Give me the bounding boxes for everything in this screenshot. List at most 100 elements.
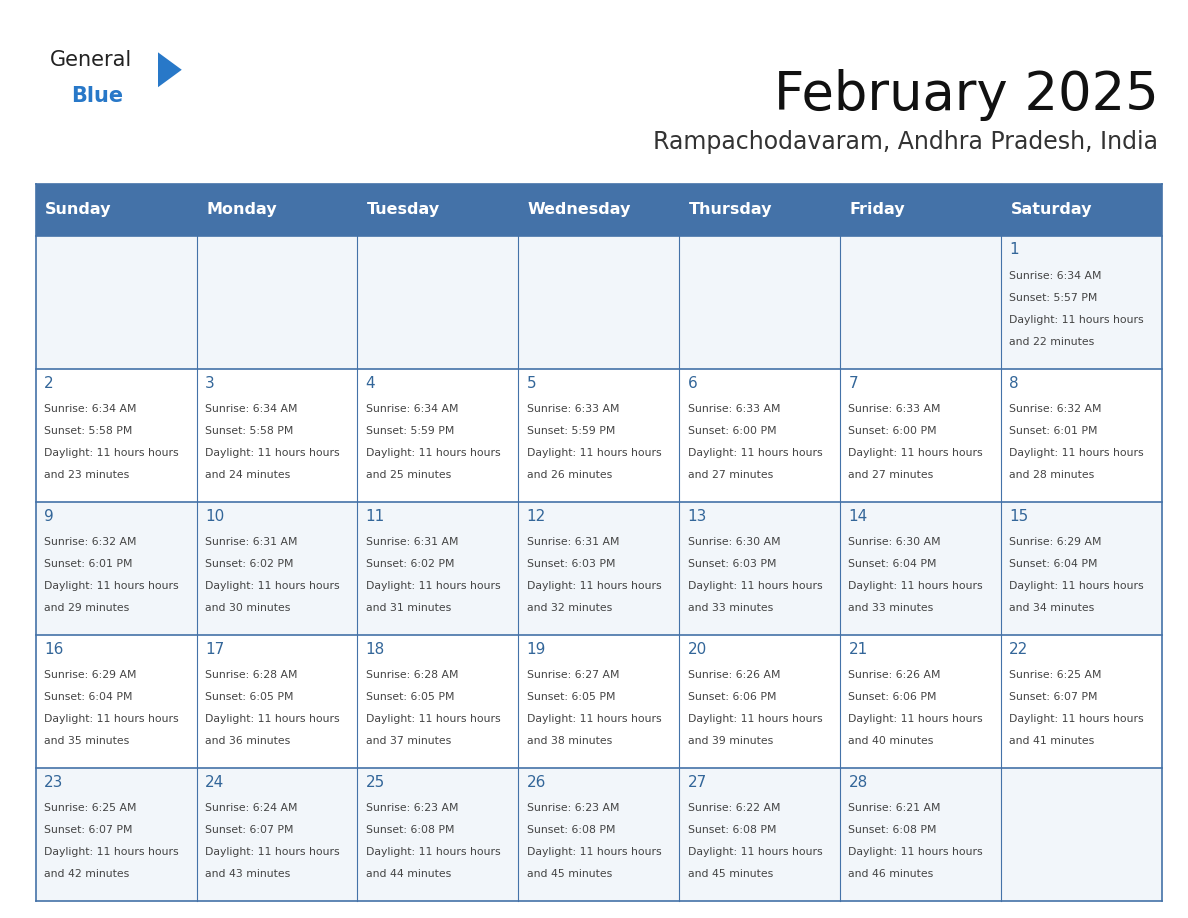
Bar [36, 236, 196, 369]
Text: 3: 3 [204, 375, 215, 390]
Text: Daylight: 11 hours hours: Daylight: 11 hours hours [526, 847, 662, 857]
Text: Daylight: 11 hours hours: Daylight: 11 hours hours [1010, 315, 1144, 325]
Bar [680, 502, 840, 635]
Text: and 23 minutes: and 23 minutes [44, 470, 129, 480]
Text: and 22 minutes: and 22 minutes [1010, 337, 1094, 347]
Text: Daylight: 11 hours hours: Daylight: 11 hours hours [44, 714, 178, 724]
Text: Rampachodavaram, Andhra Pradesh, India: Rampachodavaram, Andhra Pradesh, India [653, 130, 1158, 154]
Text: General: General [50, 50, 132, 71]
Bar [358, 236, 518, 369]
Text: 20: 20 [688, 642, 707, 656]
Bar [840, 502, 1001, 635]
Text: Daylight: 11 hours hours: Daylight: 11 hours hours [44, 448, 178, 458]
Text: Sunset: 6:05 PM: Sunset: 6:05 PM [526, 692, 615, 702]
Text: and 45 minutes: and 45 minutes [688, 869, 772, 879]
Text: Daylight: 11 hours hours: Daylight: 11 hours hours [1010, 714, 1144, 724]
Text: Sunset: 5:57 PM: Sunset: 5:57 PM [1010, 293, 1098, 303]
Text: Sunrise: 6:34 AM: Sunrise: 6:34 AM [1010, 271, 1101, 281]
Text: 14: 14 [848, 509, 867, 523]
Text: Daylight: 11 hours hours: Daylight: 11 hours hours [526, 581, 662, 591]
Text: 18: 18 [366, 642, 385, 656]
Text: Sunrise: 6:31 AM: Sunrise: 6:31 AM [204, 537, 297, 547]
Text: 6: 6 [688, 375, 697, 390]
Text: Sunrise: 6:33 AM: Sunrise: 6:33 AM [848, 404, 941, 414]
Text: Sunset: 6:04 PM: Sunset: 6:04 PM [1010, 559, 1098, 569]
Text: 4: 4 [366, 375, 375, 390]
Bar [36, 768, 196, 901]
Bar [518, 236, 680, 369]
Text: and 36 minutes: and 36 minutes [204, 736, 290, 746]
Text: Sunrise: 6:34 AM: Sunrise: 6:34 AM [366, 404, 459, 414]
Text: Daylight: 11 hours hours: Daylight: 11 hours hours [688, 448, 822, 458]
Text: Sunset: 6:07 PM: Sunset: 6:07 PM [204, 825, 293, 835]
Text: Sunrise: 6:33 AM: Sunrise: 6:33 AM [688, 404, 781, 414]
Text: 9: 9 [44, 509, 53, 523]
Text: 16: 16 [44, 642, 63, 656]
Text: Sunset: 6:08 PM: Sunset: 6:08 PM [526, 825, 615, 835]
Text: Sunset: 6:03 PM: Sunset: 6:03 PM [526, 559, 615, 569]
Text: and 39 minutes: and 39 minutes [688, 736, 772, 746]
Text: Sunset: 6:07 PM: Sunset: 6:07 PM [1010, 692, 1098, 702]
Text: and 45 minutes: and 45 minutes [526, 869, 612, 879]
Text: Daylight: 11 hours hours: Daylight: 11 hours hours [44, 581, 178, 591]
Bar [36, 184, 196, 236]
Text: and 40 minutes: and 40 minutes [848, 736, 934, 746]
Bar [36, 635, 196, 768]
Bar [1001, 184, 1162, 236]
Text: Wednesday: Wednesday [527, 202, 631, 218]
Text: Sunset: 6:02 PM: Sunset: 6:02 PM [204, 559, 293, 569]
Text: Daylight: 11 hours hours: Daylight: 11 hours hours [688, 847, 822, 857]
Text: Daylight: 11 hours hours: Daylight: 11 hours hours [526, 714, 662, 724]
Text: Sunset: 6:08 PM: Sunset: 6:08 PM [366, 825, 454, 835]
Bar [196, 236, 358, 369]
Text: and 38 minutes: and 38 minutes [526, 736, 612, 746]
Text: Daylight: 11 hours hours: Daylight: 11 hours hours [848, 448, 982, 458]
Bar [1001, 236, 1162, 369]
Text: Sunrise: 6:32 AM: Sunrise: 6:32 AM [44, 537, 137, 547]
Bar [840, 236, 1001, 369]
Text: Sunset: 6:06 PM: Sunset: 6:06 PM [848, 692, 937, 702]
Text: Daylight: 11 hours hours: Daylight: 11 hours hours [366, 448, 500, 458]
Text: Sunrise: 6:22 AM: Sunrise: 6:22 AM [688, 803, 781, 813]
Bar [358, 369, 518, 502]
Text: Sunrise: 6:26 AM: Sunrise: 6:26 AM [688, 670, 781, 680]
Text: Sunset: 6:00 PM: Sunset: 6:00 PM [848, 426, 937, 436]
Text: 24: 24 [204, 775, 225, 789]
Bar [36, 369, 196, 502]
Text: Sunset: 5:58 PM: Sunset: 5:58 PM [44, 426, 132, 436]
Bar [1001, 635, 1162, 768]
Bar [518, 635, 680, 768]
Text: Sunrise: 6:30 AM: Sunrise: 6:30 AM [848, 537, 941, 547]
Text: and 24 minutes: and 24 minutes [204, 470, 290, 480]
Text: Sunrise: 6:24 AM: Sunrise: 6:24 AM [204, 803, 297, 813]
Polygon shape [158, 52, 182, 87]
Text: 19: 19 [526, 642, 546, 656]
Text: Daylight: 11 hours hours: Daylight: 11 hours hours [848, 847, 982, 857]
Text: 23: 23 [44, 775, 63, 789]
Text: Sunrise: 6:31 AM: Sunrise: 6:31 AM [366, 537, 459, 547]
Bar [680, 635, 840, 768]
Text: 8: 8 [1010, 375, 1019, 390]
Bar [358, 502, 518, 635]
Text: Sunset: 6:04 PM: Sunset: 6:04 PM [44, 692, 132, 702]
Text: and 31 minutes: and 31 minutes [366, 603, 451, 613]
Bar [840, 768, 1001, 901]
Text: and 44 minutes: and 44 minutes [366, 869, 451, 879]
Text: and 29 minutes: and 29 minutes [44, 603, 129, 613]
Text: 27: 27 [688, 775, 707, 789]
Text: Daylight: 11 hours hours: Daylight: 11 hours hours [204, 448, 340, 458]
Text: Daylight: 11 hours hours: Daylight: 11 hours hours [688, 714, 822, 724]
Text: and 43 minutes: and 43 minutes [204, 869, 290, 879]
Bar [1001, 768, 1162, 901]
Text: Sunrise: 6:29 AM: Sunrise: 6:29 AM [44, 670, 137, 680]
Text: Tuesday: Tuesday [367, 202, 440, 218]
Text: Sunset: 6:06 PM: Sunset: 6:06 PM [688, 692, 776, 702]
Bar [196, 635, 358, 768]
Text: Sunrise: 6:21 AM: Sunrise: 6:21 AM [848, 803, 941, 813]
Text: Daylight: 11 hours hours: Daylight: 11 hours hours [848, 581, 982, 591]
Text: Sunrise: 6:34 AM: Sunrise: 6:34 AM [204, 404, 297, 414]
Bar [358, 184, 518, 236]
Text: Sunset: 6:07 PM: Sunset: 6:07 PM [44, 825, 132, 835]
Bar [518, 768, 680, 901]
Text: Sunset: 6:05 PM: Sunset: 6:05 PM [204, 692, 293, 702]
